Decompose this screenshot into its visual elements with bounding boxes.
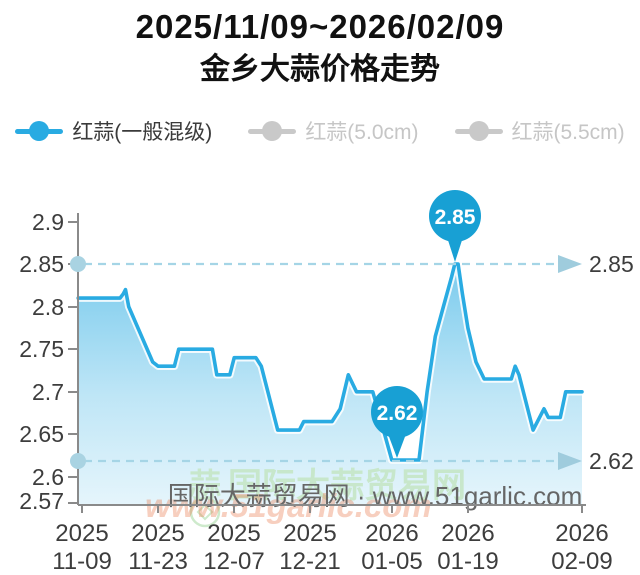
legend-label: 红蒜(5.5cm) bbox=[511, 121, 625, 144]
y-tick-label: 2.65 bbox=[19, 421, 64, 447]
title-date-range: 2025/11/09~2026/02/09 bbox=[135, 8, 505, 45]
y-tick-label: 2.6 bbox=[32, 464, 64, 490]
x-tick-date: 11-09 bbox=[52, 548, 112, 575]
x-tick-year: 2025 bbox=[55, 520, 108, 547]
y-tick-label: 2.9 bbox=[32, 209, 64, 235]
watermark-logo-circle-icon bbox=[189, 496, 221, 528]
x-tick-year: 2026 bbox=[441, 520, 494, 547]
arrow-right-icon bbox=[558, 452, 582, 470]
chart-header: 2025/11/09~2026/02/09 金乡大蒜价格走势 bbox=[0, 8, 640, 87]
price-trend-chart: 蒜 国际大蒜贸易网 www.51garlic.com 国际大蒜贸易网 · www… bbox=[19, 190, 634, 575]
y-tick-label: 2.75 bbox=[19, 336, 64, 362]
series-line bbox=[76, 262, 584, 462]
legend-item-hongsuan-5-5cm[interactable]: 红蒜(5.5cm) bbox=[454, 116, 625, 146]
legend-label: 红蒜(5.0cm) bbox=[305, 121, 419, 144]
ref-label-min: 2.62 bbox=[589, 448, 634, 474]
legend-item-hongsuan-5-0cm[interactable]: 红蒜(5.0cm) bbox=[248, 116, 419, 146]
legend-marker-icon bbox=[454, 121, 503, 141]
x-tick-date: 12-07 bbox=[203, 548, 264, 575]
attribution-text: 国际大蒜贸易网 · www.51garlic.com bbox=[168, 481, 583, 511]
arrow-right-icon bbox=[558, 255, 582, 273]
x-tick-year: 2025 bbox=[283, 520, 336, 547]
title-chart-name: 金乡大蒜价格走势 bbox=[200, 53, 440, 86]
balloon-max-label: 2.85 bbox=[435, 206, 476, 229]
x-tick-date: 12-21 bbox=[279, 548, 340, 575]
series-area bbox=[78, 264, 582, 505]
legend: 红蒜(一般混级) 红蒜(5.0cm) 红蒜(5.5cm) bbox=[0, 116, 640, 146]
x-tick-date: 01-05 bbox=[361, 548, 422, 575]
x-tick-year: 2025 bbox=[207, 520, 260, 547]
balloon-min-label: 2.62 bbox=[377, 402, 418, 425]
reference-lines: 2.85 2.62 bbox=[70, 251, 634, 474]
legend-marker-icon bbox=[15, 121, 64, 141]
x-tick-date: 01-19 bbox=[437, 548, 498, 575]
x-tick-date: 02-09 bbox=[551, 548, 612, 575]
legend-label: 红蒜(一般混级) bbox=[72, 121, 213, 144]
callout-balloon-max: 2.85 bbox=[429, 190, 481, 262]
legend-item-hongsuan-mixed[interactable]: 红蒜(一般混级) bbox=[15, 116, 212, 146]
y-tick-label: 2.57 bbox=[19, 488, 64, 514]
ref-dot-min-icon bbox=[70, 453, 86, 469]
x-tick-year: 2026 bbox=[555, 520, 608, 547]
ref-dot-max-icon bbox=[70, 256, 86, 272]
y-tick-label: 2.8 bbox=[32, 294, 64, 320]
y-tick-label: 2.7 bbox=[32, 379, 64, 405]
x-tick-date: 11-23 bbox=[128, 548, 188, 575]
y-axis-labels: 2.9 2.85 2.8 2.75 2.7 2.65 2.6 2.57 bbox=[19, 209, 64, 514]
legend-marker-icon bbox=[248, 121, 297, 141]
watermark-logo-diamond-icon bbox=[196, 503, 214, 521]
callout-balloon-min: 2.62 bbox=[371, 386, 423, 458]
x-axis-labels: 2025 11-09 2025 11-23 2025 12-07 2025 12… bbox=[52, 520, 613, 575]
watermark-logo: 蒜 bbox=[189, 467, 221, 528]
watermark-brand-green: 国际大蒜贸易网 bbox=[228, 467, 466, 505]
x-tick-year: 2025 bbox=[131, 520, 184, 547]
y-tick-label: 2.85 bbox=[19, 251, 64, 277]
x-tick-year: 2026 bbox=[365, 520, 418, 547]
ref-label-max: 2.85 bbox=[589, 251, 634, 277]
